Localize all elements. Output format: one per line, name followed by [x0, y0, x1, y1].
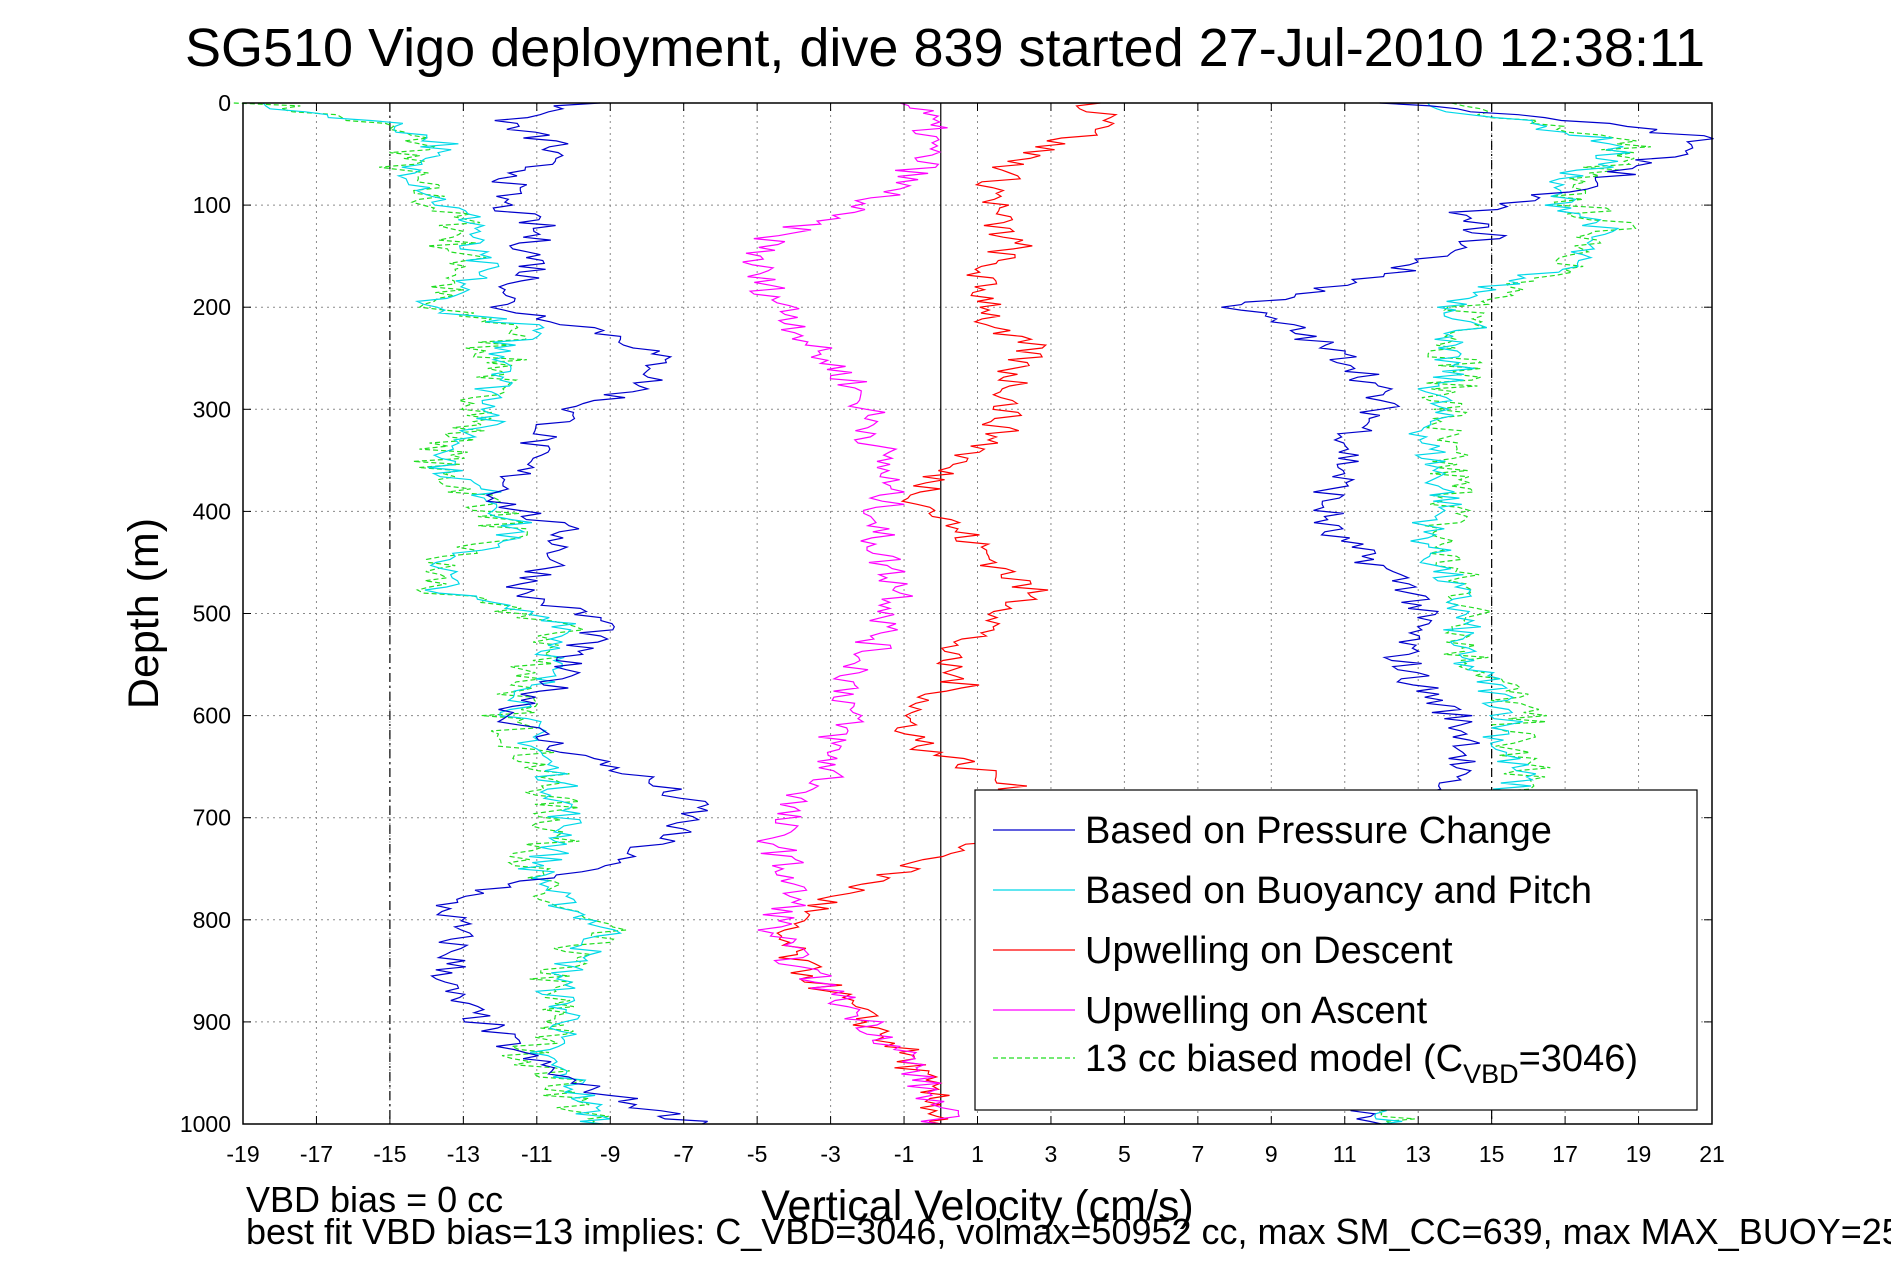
x-tick-label: 17 [1552, 1141, 1578, 1167]
series-line-based-on-pressure-change [430, 102, 710, 1125]
x-tick-label: 19 [1626, 1141, 1652, 1167]
y-tick-label: 100 [193, 192, 231, 218]
y-tick-label: 0 [218, 90, 231, 116]
footnote-vbd-bias: VBD bias = 0 cc [246, 1179, 503, 1220]
x-tick-label: 1 [971, 1141, 984, 1167]
legend-label: Upwelling on Descent [1085, 930, 1453, 972]
x-tick-label: -7 [673, 1141, 693, 1167]
y-axis-ticks: 0 100 200 300 400 500 600 700 800 900 1000 [180, 90, 1712, 1137]
x-tick-label: 21 [1699, 1141, 1725, 1167]
x-tick-label: 7 [1191, 1141, 1204, 1167]
legend: Based on Pressure Change Based on Buoyanc… [974, 789, 1698, 1111]
x-tick-label: 13 [1405, 1141, 1431, 1167]
legend-label: Based on Pressure Change [1085, 810, 1552, 852]
y-tick-label: 500 [193, 601, 231, 627]
x-axis-label: Vertical Velocity (cm/s) [761, 1182, 1194, 1230]
legend-label: Based on Buoyancy and Pitch [1085, 870, 1592, 912]
x-tick-label: -1 [894, 1141, 914, 1167]
y-tick-label: 300 [193, 396, 231, 422]
x-tick-label: -17 [300, 1141, 333, 1167]
x-tick-label: 9 [1265, 1141, 1278, 1167]
x-tick-label: -15 [373, 1141, 406, 1167]
x-tick-label: -9 [600, 1141, 620, 1167]
y-tick-label: 200 [193, 294, 231, 320]
y-tick-label: 400 [193, 498, 231, 524]
legend-box [974, 789, 1698, 1111]
legend-label: Upwelling on Ascent [1085, 990, 1428, 1032]
x-tick-label: -19 [226, 1141, 259, 1167]
series-line-based-on-buoyancy-and-pitch [262, 102, 623, 1125]
x-tick-label: -13 [447, 1141, 480, 1167]
y-tick-label: 600 [193, 703, 231, 729]
y-tick-label: 1000 [180, 1111, 231, 1137]
footnote-best-fit: best fit VBD bias=13 implies: C_VBD=3046… [246, 1211, 1891, 1252]
series-line-13-cc-biased-model-c-vbd-3046 [1377, 102, 1651, 1125]
series-line-13-cc-biased-model-c-vbd-3046 [233, 102, 627, 1125]
x-tick-label: 15 [1479, 1141, 1505, 1167]
x-tick-label: 5 [1118, 1141, 1131, 1167]
x-tick-label: -5 [747, 1141, 767, 1167]
legend-label: 13 cc biased model (CVBD=3046) [1085, 1038, 1638, 1089]
y-tick-label: 900 [193, 1009, 231, 1035]
y-tick-label: 700 [193, 805, 231, 831]
x-tick-label: 3 [1045, 1141, 1058, 1167]
x-tick-label: -3 [820, 1141, 840, 1167]
x-axis-ticks: -19 -17 -15 -13 -11 -9 -7 -5 -3 -1 1 3 5 7 9 11 13 15 17 19… [226, 103, 1725, 1167]
x-tick-label: -11 [521, 1141, 553, 1167]
series-line-upwelling-on-descent [776, 102, 1118, 1125]
series-line-upwelling-on-ascent [742, 102, 960, 1125]
y-axis-label: Depth (m) [120, 518, 168, 709]
chart-title: SG510 Vigo deployment, dive 839 started … [185, 18, 1705, 78]
y-tick-label: 800 [193, 907, 231, 933]
x-tick-label: 11 [1333, 1141, 1357, 1167]
